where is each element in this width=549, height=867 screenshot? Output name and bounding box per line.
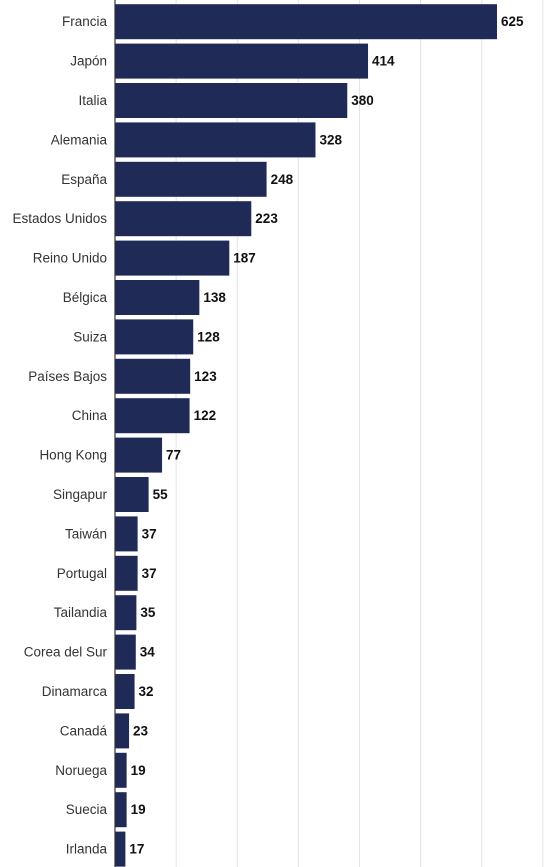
category-label: Noruega	[55, 763, 107, 778]
bar	[115, 555, 138, 591]
category-label: Dinamarca	[42, 684, 108, 699]
bar	[115, 83, 348, 118]
bar	[115, 437, 163, 473]
bars: Francia 625 Japón 414 Italia 380 Alemania 328 Es…	[12, 4, 524, 867]
value-label: 138	[203, 290, 226, 305]
bar	[115, 595, 137, 631]
category-label: Singapur	[53, 487, 108, 502]
category-label: Japón	[70, 54, 107, 69]
bar	[115, 398, 190, 434]
bar	[115, 477, 149, 512]
bar	[115, 516, 138, 552]
category-label: China	[72, 408, 108, 423]
value-label: 122	[194, 408, 217, 423]
category-label: Francia	[62, 14, 108, 29]
value-label: 19	[131, 802, 146, 817]
value-label: 328	[319, 132, 342, 147]
value-label: 380	[351, 93, 374, 108]
value-label: 23	[133, 723, 149, 738]
value-label: 34	[140, 645, 156, 660]
value-label: 223	[255, 211, 278, 226]
bar	[115, 319, 194, 355]
bar	[115, 792, 127, 828]
category-label: Italia	[78, 93, 107, 108]
value-label: 414	[372, 54, 395, 69]
category-label: Suiza	[73, 329, 107, 344]
category-label: Canadá	[60, 723, 108, 738]
value-label: 17	[129, 842, 144, 857]
category-label: Estados Unidos	[12, 211, 107, 226]
value-label: 187	[233, 251, 256, 266]
bar	[115, 713, 130, 749]
bar	[115, 752, 127, 788]
category-label: Suecia	[66, 802, 108, 817]
bar	[115, 831, 126, 867]
bar	[115, 4, 497, 40]
bar	[115, 43, 369, 79]
value-label: 32	[139, 684, 154, 699]
value-label: 37	[142, 526, 157, 541]
category-label: Hong Kong	[39, 448, 107, 463]
value-label: 35	[140, 605, 156, 620]
category-label: España	[61, 172, 107, 187]
category-label: Taiwán	[65, 526, 107, 541]
bar	[115, 634, 136, 670]
bar	[115, 122, 316, 158]
category-label: Portugal	[57, 566, 107, 581]
category-label: Reino Unido	[33, 251, 107, 266]
category-label: Corea del Sur	[24, 645, 108, 660]
category-label: Tailandia	[54, 605, 108, 620]
bar	[115, 201, 252, 237]
value-label: 55	[153, 487, 169, 502]
value-label: 625	[501, 14, 524, 29]
bar	[115, 674, 135, 709]
value-label: 37	[142, 566, 157, 581]
category-label: Países Bajos	[28, 369, 107, 384]
bar	[115, 161, 267, 197]
bar	[115, 240, 230, 276]
value-label: 128	[197, 329, 220, 344]
value-label: 123	[194, 369, 217, 384]
category-label: Bélgica	[63, 290, 108, 305]
value-label: 248	[271, 172, 294, 187]
category-label: Irlanda	[66, 842, 108, 857]
value-label: 77	[166, 448, 181, 463]
bar	[115, 280, 200, 315]
value-label: 19	[131, 763, 146, 778]
bar	[115, 358, 191, 394]
category-label: Alemania	[51, 132, 108, 147]
